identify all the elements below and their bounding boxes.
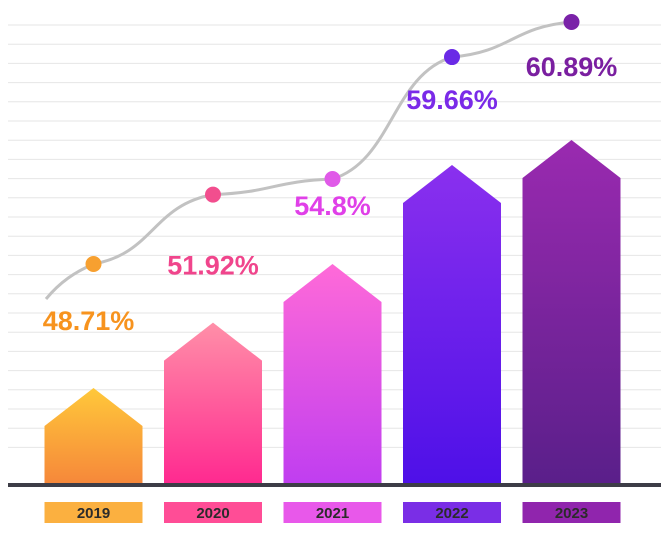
value-label-2022: 59.66% [406,85,498,115]
year-box-2023 [522,502,621,523]
year-label-2022: 2022 [435,505,468,522]
year-box-2022 [403,502,501,523]
trend-dot-2020 [205,186,221,203]
year-box-2020 [164,502,262,523]
trend-dot-2022 [444,49,460,66]
bar-2020 [164,322,262,483]
value-labels: 48.71% 51.92% 54.8% 59.66% 60.89% [43,52,618,336]
trend-dot-2019 [85,256,102,272]
trend-curve [44,20,572,300]
year-label-2021: 2021 [316,505,349,522]
trend-dot-2021 [324,171,341,187]
bar-2022 [403,165,501,483]
value-label-2021: 54.8% [294,191,371,221]
year-label-2019: 2019 [77,505,110,522]
value-label-2023: 60.89% [526,52,618,82]
year-labels: 2019 2020 2021 2022 2023 [44,502,621,523]
year-label-2020: 2020 [196,505,229,522]
trend-line [44,14,580,300]
trend-dot-2023 [563,14,580,30]
bar-2023 [522,140,621,483]
value-label-2020: 51.92% [167,251,259,281]
year-box-2021 [283,502,382,523]
year-label-2023: 2023 [555,505,588,522]
value-label-2019: 48.71% [43,306,135,336]
bar-2019 [44,388,143,483]
year-box-2019 [44,502,143,523]
bar-2021 [283,264,382,483]
bars [44,140,621,483]
